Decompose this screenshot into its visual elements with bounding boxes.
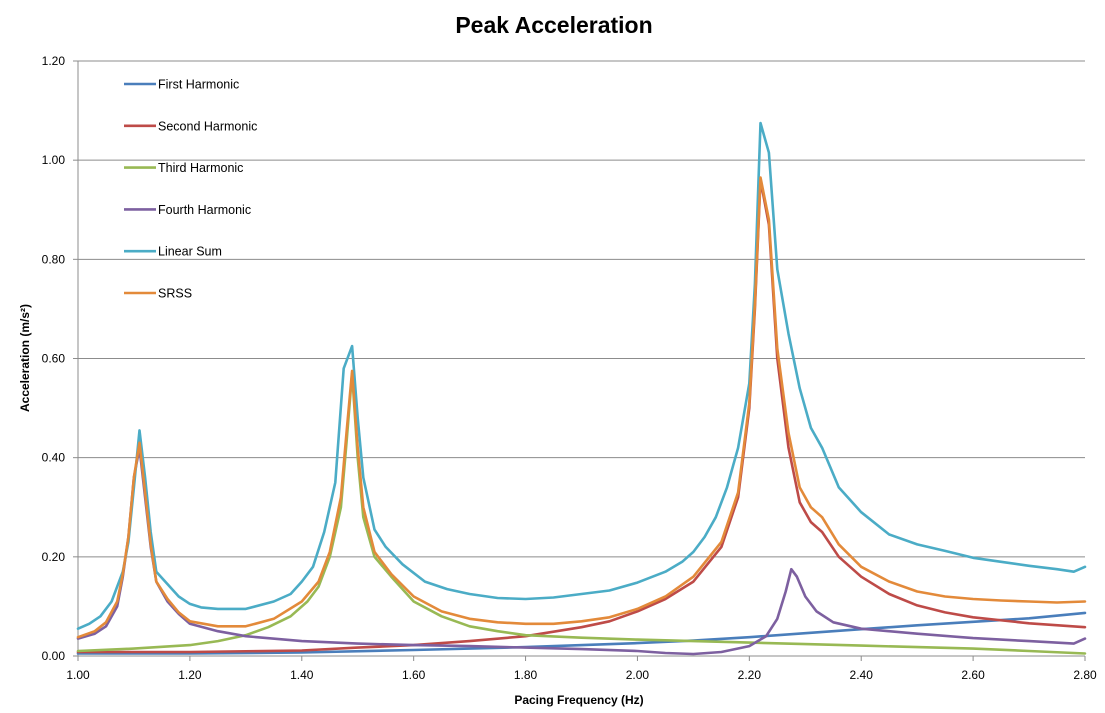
legend-item-third-harmonic: Third Harmonic: [124, 161, 243, 175]
x-tick-label: 2.60: [961, 668, 985, 682]
legend-item-fourth-harmonic: Fourth Harmonic: [124, 203, 251, 217]
legend-label: SRSS: [158, 287, 192, 301]
x-tick-label: 1.60: [402, 668, 426, 682]
x-tick-label: 2.80: [1073, 668, 1097, 682]
series-line-second-harmonic: [76, 178, 1087, 654]
series-line-third-harmonic: [76, 372, 1087, 655]
y-tick-label: 0.60: [42, 352, 66, 366]
y-axis-title: Acceleration (m/s²): [18, 304, 32, 412]
legend-item-srss: SRSS: [124, 287, 192, 301]
series-line-linear-sum: [76, 121, 1087, 630]
x-tick-label: 2.40: [850, 668, 874, 682]
x-tick-label: 2.00: [626, 668, 650, 682]
series-line-srss: [76, 176, 1087, 639]
x-tick-label: 1.20: [178, 668, 202, 682]
y-tick-label: 0.00: [42, 649, 66, 663]
x-tick-label: 2.20: [738, 668, 762, 682]
legend-item-linear-sum: Linear Sum: [124, 245, 222, 259]
x-tick-label: 1.00: [66, 668, 90, 682]
axes: 0.00 0.20 0.40 0.60 0.80 1.00 1.20 1.00 1.20 1.40…: [42, 54, 1097, 682]
legend-item-first-harmonic: First Harmonic: [124, 78, 239, 92]
legend-label: Second Harmonic: [158, 119, 257, 133]
series-line-first-harmonic: [76, 611, 1087, 655]
y-tick-label: 1.20: [42, 54, 66, 68]
x-axis-title: Pacing Frequency (Hz): [514, 693, 643, 707]
x-tick-label: 1.40: [290, 668, 314, 682]
legend-label: First Harmonic: [158, 78, 239, 92]
series-lines: [76, 121, 1087, 656]
legend-label: Fourth Harmonic: [158, 203, 251, 217]
legend-label: Third Harmonic: [158, 161, 243, 175]
y-tick-label: 0.40: [42, 451, 66, 465]
y-tick-label: 1.00: [42, 153, 66, 167]
y-tick-label: 0.80: [42, 252, 66, 266]
y-tick-label: 0.20: [42, 550, 66, 564]
legend-label: Linear Sum: [158, 245, 222, 259]
legend-item-second-harmonic: Second Harmonic: [124, 119, 257, 133]
x-tick-label: 1.80: [514, 668, 538, 682]
legend: First Harmonic Second Harmonic Third Harmo…: [124, 78, 257, 301]
chart-title: Peak Acceleration: [455, 12, 652, 38]
grid-lines: [78, 60, 1085, 558]
